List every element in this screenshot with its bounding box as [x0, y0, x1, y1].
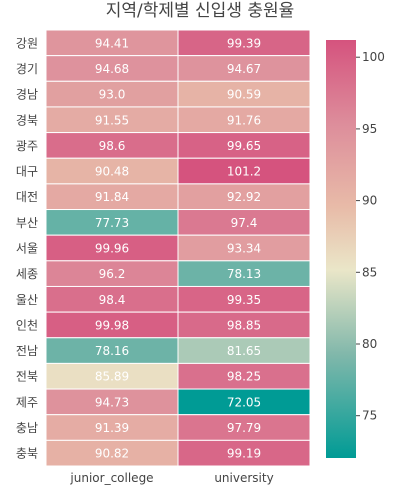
colorbar-tick-label: 95	[362, 122, 377, 136]
row-label: 울산	[16, 293, 38, 307]
row-label: 부산	[16, 216, 38, 230]
heatmap-cell	[45, 285, 179, 313]
colorbar-gradient	[326, 40, 356, 458]
heatmap-cell	[177, 388, 311, 416]
heatmap-cell	[177, 439, 311, 467]
heatmap-cell	[177, 106, 311, 134]
row-label: 경북	[16, 113, 38, 127]
cell-value-label: 99.19	[227, 447, 261, 461]
heatmap-cell	[45, 29, 179, 57]
column-labels: junior_college university	[69, 471, 273, 485]
heatmap-cell	[177, 29, 311, 57]
cell-value-label: 99.98	[95, 318, 129, 332]
cell-value-label: 94.67	[227, 62, 261, 76]
cell-value-label: 90.48	[95, 165, 129, 179]
row-label: 전남	[16, 344, 38, 358]
heatmap-cell	[177, 362, 311, 390]
heatmap-cell	[177, 132, 311, 159]
row-label: 대전	[16, 190, 38, 204]
cell-value-label: 101.2	[227, 165, 261, 179]
cell-value-label: 99.35	[227, 293, 261, 307]
cell-value-label: 97.4	[231, 216, 258, 230]
row-label: 광주	[16, 139, 38, 153]
column-label: junior_college	[69, 471, 153, 485]
heatmap-cell	[45, 362, 179, 390]
cell-value-label: 94.68	[95, 62, 129, 76]
row-label: 제주	[16, 395, 38, 409]
heatmap-cell	[177, 209, 311, 236]
cell-value-label: 90.59	[227, 88, 261, 102]
colorbar-tick-label: 80	[362, 337, 377, 351]
colorbar: 75 80 85 90 95 100	[326, 40, 385, 458]
cell-value-label: 93.0	[99, 88, 126, 102]
colorbar-tick-label: 85	[362, 265, 377, 279]
heatmap-cells: 94.41 99.39 94.68 94.67 93.0 90.59 91.55 91.76 9…	[45, 29, 311, 467]
heatmap-cell	[45, 234, 179, 262]
column-label: university	[214, 471, 273, 485]
row-label: 충북	[16, 447, 38, 461]
cell-value-label: 91.55	[95, 113, 129, 127]
cell-value-label: 78.13	[227, 267, 261, 281]
row-label: 강원	[16, 36, 38, 50]
cell-value-label: 92.92	[227, 190, 261, 204]
row-label: 경기	[16, 62, 38, 76]
cell-value-label: 90.82	[95, 447, 129, 461]
chart-title: 지역/학제별 신입생 충원율	[106, 1, 295, 21]
row-label: 세종	[16, 267, 38, 281]
row-label: 전북	[16, 370, 38, 384]
colorbar-tick-label: 90	[362, 194, 377, 208]
cell-value-label: 81.65	[227, 344, 261, 358]
heatmap-cell	[177, 55, 311, 82]
heatmap-cell	[177, 234, 311, 262]
row-label: 서울	[16, 242, 38, 256]
heatmap-cell	[177, 285, 311, 313]
cell-value-label: 99.39	[227, 36, 261, 50]
heatmap-cell	[45, 414, 179, 441]
cell-value-label: 97.79	[227, 421, 261, 435]
cell-value-label: 85.89	[95, 370, 129, 384]
cell-value-label: 94.41	[95, 36, 129, 50]
cell-value-label: 91.39	[95, 421, 129, 435]
colorbar-tick-label: 75	[362, 409, 377, 423]
heatmap-cell	[177, 337, 311, 364]
cell-value-label: 91.76	[227, 113, 261, 127]
heatmap-cell	[45, 311, 179, 339]
row-label: 인천	[16, 317, 38, 332]
heatmap-cell	[177, 80, 311, 108]
cell-value-label: 99.96	[95, 242, 129, 256]
cell-value-label: 93.34	[227, 242, 261, 256]
heatmap-cell	[177, 311, 311, 339]
row-label: 경남	[16, 88, 38, 102]
heatmap-cell	[177, 260, 311, 287]
cell-value-label: 98.4	[99, 293, 126, 307]
cell-value-label: 94.73	[95, 395, 129, 409]
cell-value-label: 96.2	[99, 267, 126, 281]
heatmap-cell	[177, 183, 311, 211]
cell-value-label: 78.16	[95, 344, 129, 358]
cell-value-label: 98.6	[99, 139, 126, 153]
cell-value-label: 98.25	[227, 370, 261, 384]
cell-value-label: 77.73	[95, 216, 129, 230]
row-label: 대구	[16, 165, 38, 179]
cell-value-label: 91.84	[95, 190, 129, 204]
heatmap-cell	[45, 388, 179, 416]
cell-value-label: 98.85	[227, 318, 261, 332]
cell-value-label: 99.65	[227, 139, 261, 153]
colorbar-tick-label: 100	[362, 50, 385, 64]
heatmap-cell	[45, 260, 179, 287]
cell-value-label: 72.05	[227, 395, 261, 409]
heatmap-cell	[177, 157, 311, 185]
row-label: 충남	[16, 421, 38, 435]
